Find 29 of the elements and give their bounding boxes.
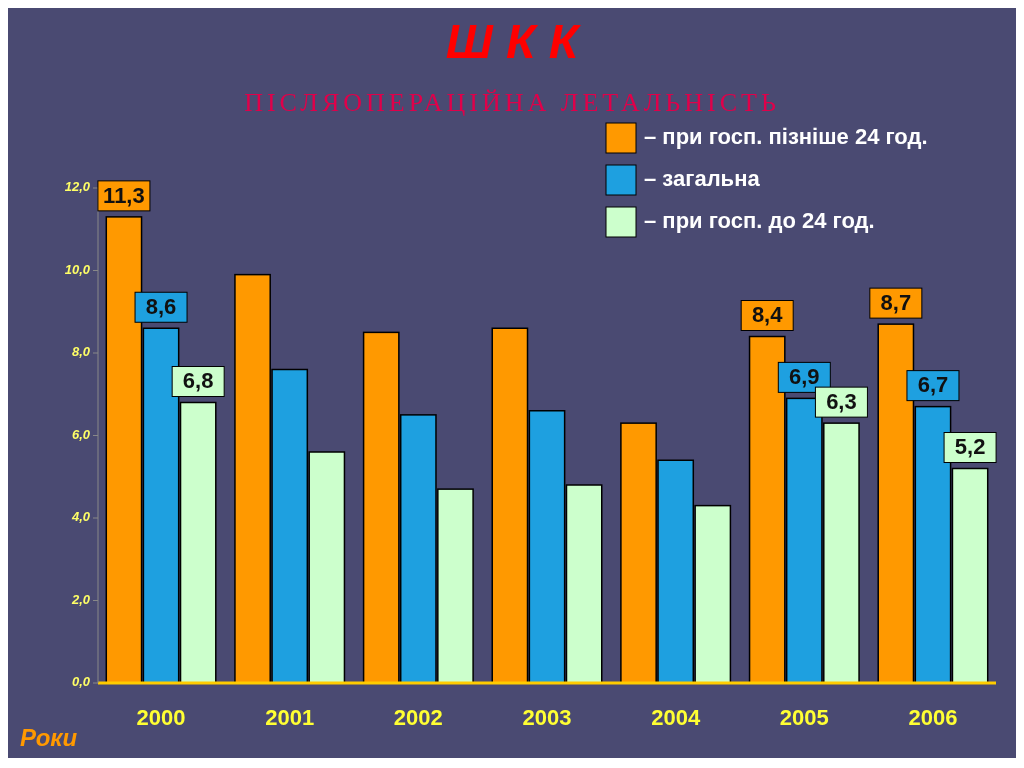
y-tick-label: 0,0 <box>71 674 91 690</box>
y-tick-label: 8,0 <box>71 344 91 360</box>
x-axis-title: Роки <box>20 724 78 751</box>
y-tick-label: 4,0 <box>70 509 91 525</box>
y-tick-label: 10,0 <box>64 261 91 277</box>
x-tick-label: 2005 <box>779 705 829 730</box>
data-label: 8,4 <box>751 302 784 328</box>
legend-label: – загальна <box>644 165 761 191</box>
x-tick-label: 2002 <box>393 705 443 730</box>
data-label: 6,7 <box>917 372 949 398</box>
x-tick-label: 2000 <box>136 705 186 730</box>
y-tick-label: 2,0 <box>70 591 91 607</box>
data-label: 11,3 <box>103 182 145 208</box>
chart-title: Ш К К <box>445 15 582 68</box>
data-label: 6,9 <box>789 364 820 390</box>
x-tick-label: 2004 <box>651 705 701 730</box>
legend-label: – при госп. пізніше 24 год. <box>644 123 928 149</box>
data-label: 6,8 <box>182 368 214 394</box>
data-label: 8,6 <box>145 294 177 320</box>
x-tick-label: 2006 <box>908 705 958 730</box>
data-label: 8,7 <box>880 289 912 315</box>
data-label: 6,3 <box>826 388 857 414</box>
y-tick-label: 12,0 <box>64 179 91 195</box>
x-tick-label: 2003 <box>522 705 572 730</box>
legend-label: – при госп. до 24 год. <box>644 207 875 233</box>
x-tick-label: 2001 <box>265 705 315 730</box>
data-label: 5,2 <box>954 434 986 460</box>
y-tick-label: 6,0 <box>71 426 91 442</box>
chart-subtitle: ПІСЛЯОПЕРАЦІЙНА ЛЕТАЛЬНІСТЬ <box>244 88 780 117</box>
